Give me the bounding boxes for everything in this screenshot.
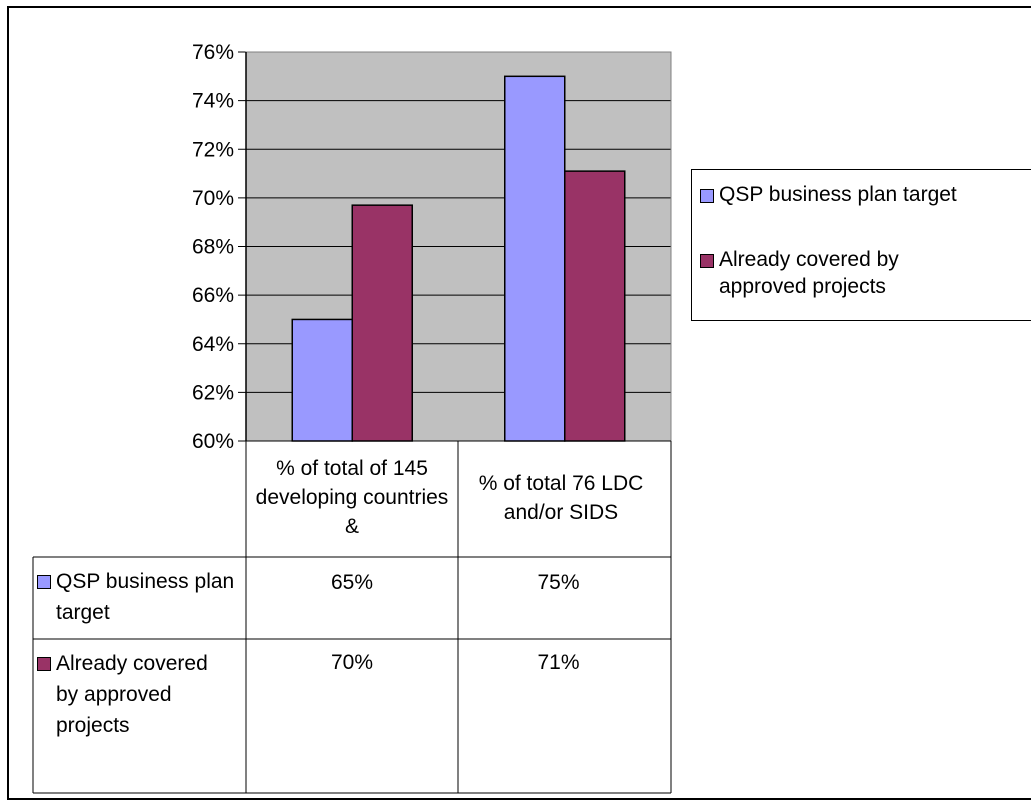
y-tick-label: 70% (192, 187, 234, 210)
legend-item-already-covered: Already covered by approved projects (700, 246, 959, 300)
table-category-header-1: % of total of 145 developing countries & (255, 457, 449, 538)
table-cell-already-covered-1: 70% (330, 651, 374, 674)
legend-item-qsp-target: QSP business plan target (700, 181, 1019, 208)
table-swatch-already-covered (37, 657, 51, 671)
table-row-label-already-covered-text: Already covered by approved projects (56, 652, 208, 737)
table-row-label-qsp-target: QSP business plan target (37, 566, 242, 628)
y-tick-label: 76% (192, 41, 234, 64)
bar-qsp-target-1 (291, 318, 353, 442)
bar-already-covered-1 (351, 204, 413, 442)
table-cell-already-covered-2: 71% (537, 651, 580, 674)
bar-qsp-target-2 (504, 75, 566, 442)
table-row-label-already-covered: Already covered by approved projects (37, 648, 242, 741)
table-cell-qsp-target-2: 75% (537, 571, 580, 594)
legend-label-qsp-target: QSP business plan target (719, 183, 957, 206)
table-row-label-qsp-target-text: QSP business plan target (56, 570, 235, 624)
legend-swatch-qsp-target (700, 189, 714, 203)
legend: QSP business plan target Already covered… (691, 169, 1031, 321)
table-swatch-qsp-target (37, 575, 51, 589)
y-tick-label: 62% (192, 381, 234, 404)
y-tick-label: 74% (192, 90, 234, 113)
y-tick-label: 72% (192, 138, 234, 161)
y-tick-label: 60% (192, 430, 234, 453)
y-tick-label: 66% (192, 284, 234, 307)
table-category-header-2: % of total 76 LDC and/or SIDS (478, 472, 644, 524)
y-tick-label: 64% (192, 333, 234, 356)
legend-label-already-covered: Already covered by approved projects (719, 248, 899, 298)
y-tick-label: 68% (192, 236, 234, 259)
legend-swatch-already-covered (700, 254, 714, 268)
bar-already-covered-2 (564, 170, 626, 442)
table-cell-qsp-target-1: 65% (330, 571, 374, 594)
